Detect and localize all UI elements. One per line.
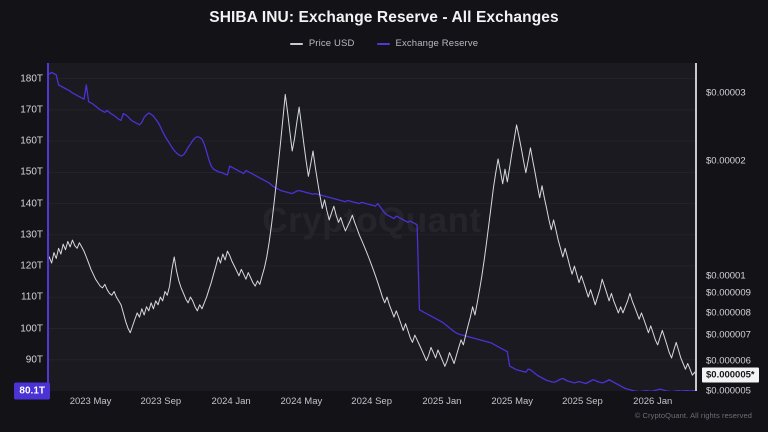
- x-axis-tick: 2023 Sep: [140, 396, 182, 407]
- reserve-value-badge: 80.1T: [14, 382, 50, 400]
- left-axis-tick: 170T: [20, 104, 43, 116]
- right-axis-tick: $0.000006: [706, 355, 751, 367]
- right-axis-spine: [695, 63, 697, 391]
- x-axis-tick: 2024 Sep: [351, 396, 392, 407]
- series-line-exchange-reserve: [47, 71, 697, 391]
- chart-legend: Price USD Exchange Reserve: [0, 38, 768, 49]
- left-axis-tick: 150T: [20, 166, 43, 178]
- right-axis-tick: $0.000009: [706, 287, 751, 299]
- left-axis-tick: 130T: [20, 229, 43, 241]
- x-axis-tick: 2025 Jan: [422, 396, 462, 407]
- chart-canvas: [47, 71, 697, 391]
- left-axis-tick: 90T: [25, 354, 43, 366]
- left-axis-tick: 180T: [20, 73, 43, 85]
- left-axis-spine: [47, 63, 49, 391]
- price-value-badge: $0.000005*: [702, 367, 759, 383]
- left-axis-tick: 110T: [20, 291, 43, 303]
- gridlines: [47, 78, 697, 361]
- x-axis-tick: 2026 Jan: [633, 396, 673, 407]
- legend-label-reserve: Exchange Reserve: [395, 38, 479, 49]
- right-axis-tick: $0.000008: [706, 307, 751, 319]
- page-title: SHIBA INU: Exchange Reserve - All Exchan…: [209, 9, 559, 26]
- copyright-notice: © CryptoQuant. All rights reserved: [634, 411, 752, 420]
- x-axis-tick: 2024 May: [280, 396, 323, 407]
- legend-label-price: Price USD: [308, 38, 355, 49]
- line-swatch-icon: [376, 42, 390, 45]
- right-axis-tick: $0.00003: [706, 87, 746, 99]
- right-axis-tick: $0.000007: [706, 329, 751, 341]
- right-axis-tick: $0.000005: [706, 385, 751, 397]
- right-axis-tick: $0.00001: [706, 270, 746, 282]
- left-axis-tick: 100T: [20, 323, 43, 335]
- series-line-price-usd: [47, 93, 697, 376]
- line-swatch-icon: [289, 42, 303, 45]
- legend-item-price[interactable]: Price USD: [289, 38, 355, 49]
- x-axis-tick: 2023 May: [69, 396, 112, 407]
- plot-area: CryptoQuant: [47, 63, 697, 391]
- left-axis-tick: 120T: [20, 260, 43, 272]
- right-axis-tick: $0.00002: [706, 155, 746, 167]
- x-axis-tick: 2025 May: [491, 396, 534, 407]
- legend-item-reserve[interactable]: Exchange Reserve: [376, 38, 479, 49]
- left-axis-tick: 160T: [20, 135, 43, 147]
- x-axis-tick: 2025 Sep: [562, 396, 603, 407]
- x-axis-tick: 2024 Jan: [211, 396, 251, 407]
- left-axis-tick: 140T: [20, 198, 43, 210]
